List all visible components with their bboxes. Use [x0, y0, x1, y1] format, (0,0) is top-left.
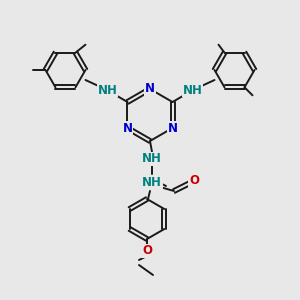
Text: NH: NH: [142, 176, 162, 190]
Text: N: N: [167, 122, 178, 134]
Text: NH: NH: [98, 83, 117, 97]
Text: NH: NH: [183, 83, 202, 97]
Text: N: N: [122, 122, 133, 134]
Text: O: O: [142, 244, 152, 257]
Text: N: N: [145, 82, 155, 95]
Text: NH: NH: [142, 152, 162, 166]
Text: O: O: [189, 175, 199, 188]
